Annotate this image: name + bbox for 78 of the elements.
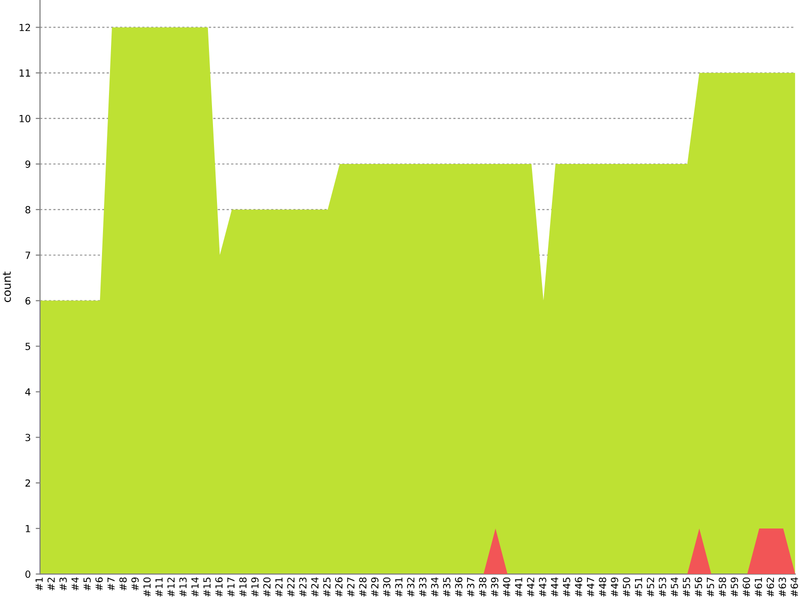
x-tick-label: #35: [443, 578, 450, 597]
x-tick-label: #50: [622, 577, 630, 597]
x-tick-label: #3: [59, 578, 67, 590]
x-tick-label: #17: [227, 578, 234, 597]
x-tick-label: #59: [730, 577, 738, 597]
x-tick-label: #15: [203, 578, 211, 597]
x-tick-label: #42: [526, 578, 534, 597]
x-tick-label: #26: [335, 577, 343, 597]
x-tick-label: #9: [131, 577, 139, 590]
x-tick-label: #41: [515, 578, 522, 597]
x-tick-label: #14: [191, 577, 199, 597]
x-tick-label: #63: [778, 578, 786, 597]
y-tick-label: 7: [26, 252, 30, 259]
y-tick-label: 9: [25, 160, 30, 168]
x-tick-label: #34: [431, 577, 438, 597]
y-tick-label: 2: [26, 479, 30, 487]
y-tick-label: 11: [20, 69, 30, 77]
x-tick-label: #28: [359, 577, 366, 597]
x-tick-label: #29: [371, 577, 378, 597]
x-tick-label: #47: [587, 578, 594, 597]
x-tick-label: #4: [72, 577, 79, 590]
y-tick-label: 10: [20, 114, 30, 122]
x-tick-label: #45: [563, 578, 570, 597]
x-tick-label: #53: [658, 578, 666, 597]
x-tick-label: #51: [634, 578, 642, 597]
x-tick-label: #30: [383, 577, 390, 597]
x-tick-label: #49: [610, 577, 618, 597]
x-tick-label: #32: [407, 578, 414, 597]
y-tick-label: 0: [25, 570, 30, 578]
y-tick-label: 1: [26, 525, 30, 532]
x-tick-label: #2: [47, 578, 55, 590]
x-tick-label: #7: [108, 578, 115, 590]
x-tick-label: #31: [395, 578, 402, 597]
x-tick-label: #27: [347, 578, 354, 597]
y-tick-label: 5: [26, 342, 30, 350]
y-tick-label: 3: [26, 434, 30, 442]
x-tick-label: #19: [251, 577, 259, 597]
y-tick-label: 4: [25, 388, 30, 396]
y-axis-title: count: [2, 272, 11, 302]
x-tick-label: #13: [179, 578, 187, 597]
x-tick-label: #52: [646, 578, 654, 597]
x-tick-label: #24: [311, 577, 318, 597]
x-tick-label: #43: [538, 578, 546, 597]
x-tick-label: #33: [419, 578, 426, 597]
x-tick-label: #54: [670, 577, 678, 597]
x-tick-label: #11: [155, 578, 163, 597]
x-tick-label: #37: [467, 578, 474, 597]
x-tick-label: #23: [299, 578, 307, 597]
x-tick-label: #48: [598, 577, 606, 597]
x-tick-label: #55: [682, 578, 690, 597]
x-tick-label: #5: [84, 578, 91, 590]
x-tick-label: #39: [490, 577, 498, 597]
x-tick-label: #18: [239, 577, 247, 597]
x-tick-label: #61: [754, 578, 762, 597]
x-tick-label: #21: [275, 578, 282, 597]
x-tick-label: #60: [742, 577, 750, 597]
x-tick-label: #16: [215, 577, 223, 597]
x-tick-label: #8: [119, 577, 127, 590]
x-tick-label: #38: [478, 577, 486, 597]
x-tick-label: #58: [718, 577, 726, 597]
x-tick-label: #40: [502, 577, 510, 597]
x-tick-label: #25: [323, 578, 331, 597]
x-tick-label: #36: [455, 577, 462, 597]
y-tick-label: 6: [25, 297, 30, 305]
x-tick-label: #6: [95, 577, 103, 590]
x-tick-label: #62: [766, 578, 774, 597]
y-tick-label: 12: [20, 24, 30, 32]
x-tick-label: #12: [167, 578, 175, 597]
x-tick-label: #57: [706, 578, 714, 597]
x-tick-label: #56: [694, 577, 702, 597]
x-tick-label: #46: [574, 577, 582, 597]
x-tick-label: #64: [790, 577, 798, 597]
x-tick-label: #10: [143, 577, 151, 597]
y-tick-label: 8: [25, 206, 30, 214]
x-tick-label: #22: [287, 578, 294, 597]
x-tick-label: #20: [263, 577, 271, 597]
x-tick-label: #44: [551, 577, 558, 597]
x-tick-label: #1: [36, 578, 43, 590]
